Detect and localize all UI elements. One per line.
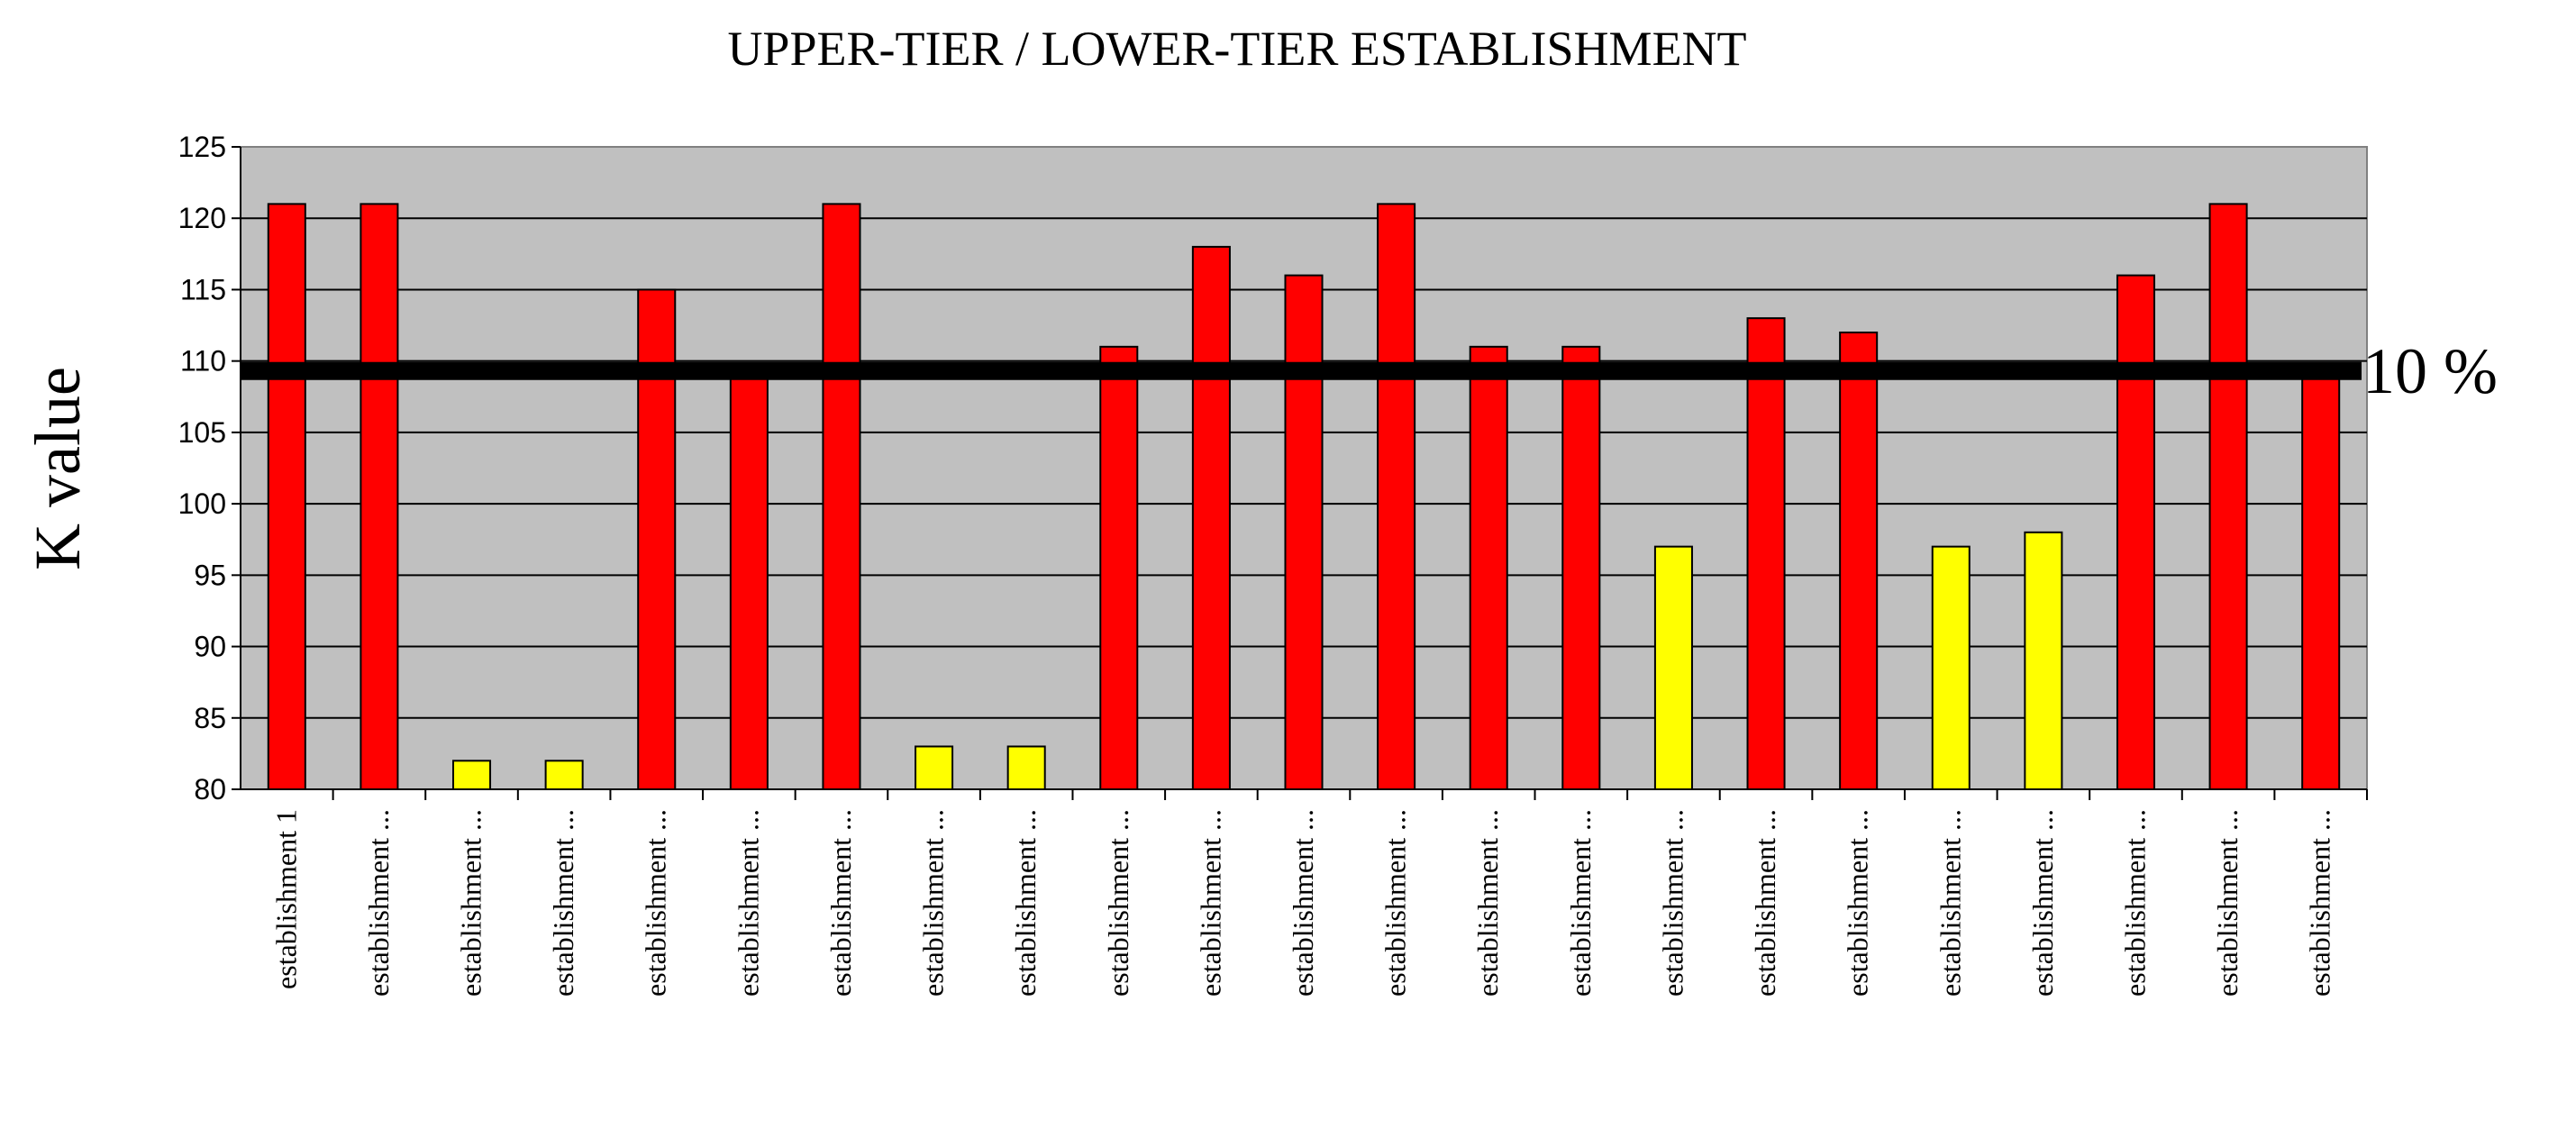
x-tick-label: establishment ... <box>1194 809 1226 997</box>
x-tick-label: establishment ... <box>1379 809 1412 997</box>
x-tick-label: establishment ... <box>547 809 579 997</box>
y-axis-label: K value <box>22 367 94 570</box>
bar <box>729 374 769 790</box>
y-tick-label: 120 <box>178 202 226 234</box>
bar <box>2208 203 2248 790</box>
bar <box>1006 745 1046 791</box>
x-tick-label: establishment ... <box>2118 809 2151 997</box>
x-tick-label: establishment ... <box>1287 809 1319 997</box>
x-tick-label: establishment ... <box>1656 809 1689 997</box>
bars <box>267 203 2341 791</box>
bar <box>544 760 584 790</box>
x-tick-label: establishment ... <box>917 809 950 997</box>
bar <box>1284 274 1324 791</box>
x-tick-label: establishment ... <box>1934 809 1966 997</box>
x-tick-label: establishment ... <box>2304 809 2336 997</box>
bar <box>1469 345 1508 790</box>
bar <box>822 203 861 790</box>
bar <box>1746 317 1786 790</box>
bar <box>2116 274 2156 791</box>
y-tick-label: 90 <box>194 631 226 663</box>
bar <box>1653 545 1693 791</box>
x-tick-label: establishment ... <box>1009 809 1042 997</box>
bar <box>1191 245 1231 790</box>
x-tick-label: establishment ... <box>732 809 764 997</box>
x-tick-label: establishment ... <box>1564 809 1597 997</box>
bar <box>360 203 399 790</box>
x-tick-label: establishment ... <box>362 809 395 997</box>
x-tick-label: establishment ... <box>824 809 857 997</box>
x-tick-label: establishment ... <box>1102 809 1134 997</box>
y-tick-label: 80 <box>194 773 226 806</box>
x-tick-label: establishment ... <box>455 809 487 997</box>
y-tick-label: 125 <box>178 131 226 163</box>
x-tick-label: establishment ... <box>1842 809 1874 997</box>
x-tick-label: establishment ... <box>1471 809 1504 997</box>
bar <box>1931 545 1971 791</box>
x-tick-label: establishment ... <box>2026 809 2059 997</box>
bar <box>2024 531 2063 790</box>
x-tick-label: establishment ... <box>2211 809 2244 997</box>
y-tick-label: 95 <box>194 559 226 591</box>
x-tick-label: establishment ... <box>640 809 672 997</box>
y-tick-label: 85 <box>194 702 226 734</box>
bar <box>915 745 954 791</box>
y-tick-label: 100 <box>178 487 226 520</box>
bar <box>1099 345 1139 790</box>
chart-title: UPPER-TIER / LOWER-TIER ESTABLISHMENT <box>727 22 1746 76</box>
bar <box>1561 345 1601 790</box>
threshold: 10 % <box>241 335 2498 407</box>
bar <box>1839 331 1879 790</box>
threshold-label: 10 % <box>2362 335 2498 407</box>
bar <box>2301 374 2341 790</box>
bar <box>267 203 306 790</box>
y-tick-label: 110 <box>180 345 226 378</box>
bar <box>1377 203 1416 790</box>
y-tick-label: 115 <box>180 273 226 305</box>
y-tick-label: 105 <box>178 416 226 449</box>
x-tick-label: establishment ... <box>1749 809 1781 997</box>
x-tick-label: establishment 1 <box>269 809 302 989</box>
bar <box>452 760 492 790</box>
x-axis-ticks: establishment 1 establishment ... establis… <box>269 789 2368 997</box>
